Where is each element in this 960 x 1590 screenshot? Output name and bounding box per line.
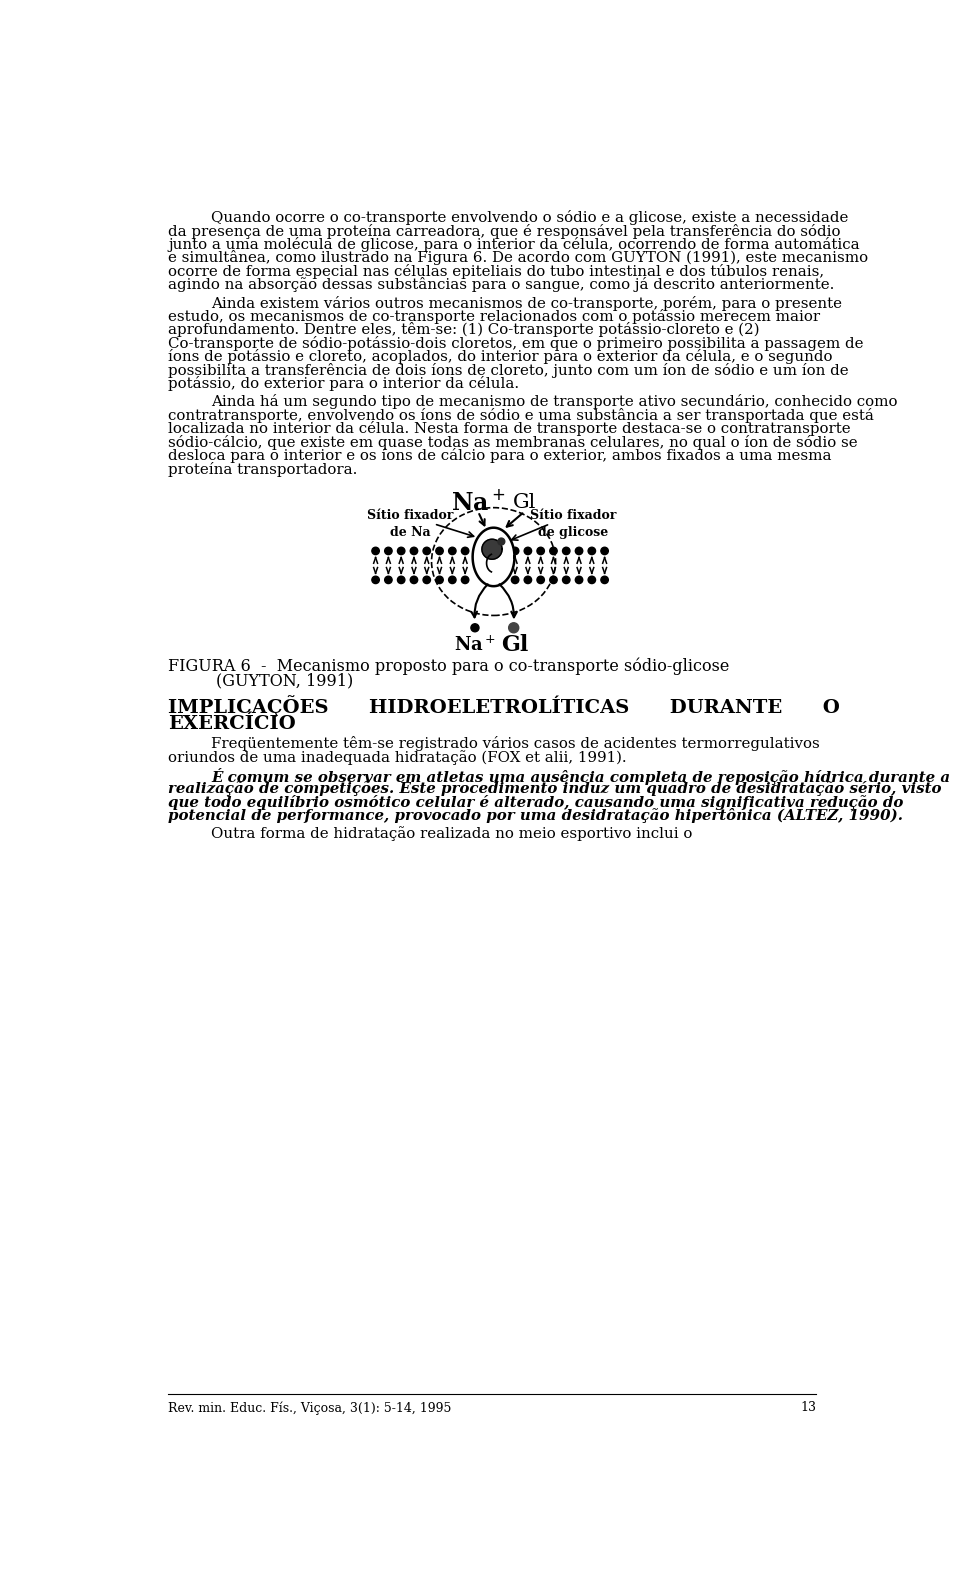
Text: junto a uma molécula de glicose, para o interior da célula, ocorrendo de forma a: junto a uma molécula de glicose, para o … [168,237,859,251]
Circle shape [423,576,430,584]
Text: agindo na absorção dessas substâncias para o sangue, como já descrito anteriorme: agindo na absorção dessas substâncias pa… [168,277,834,293]
Circle shape [372,547,379,555]
Circle shape [462,547,468,555]
Text: possibilita a transferência de dois íons de cloreto, junto com um íon de sódio e: possibilita a transferência de dois íons… [168,363,849,378]
Circle shape [448,576,456,584]
Text: Rev. min. Educ. Fís., Viçosa, 3(1): 5-14, 1995: Rev. min. Educ. Fís., Viçosa, 3(1): 5-14… [168,1401,451,1415]
Circle shape [537,576,544,584]
Text: localizada no interior da célula. Nesta forma de transporte destaca-se o contrat: localizada no interior da célula. Nesta … [168,421,851,436]
Text: Gl: Gl [502,634,529,657]
Circle shape [512,547,518,555]
Circle shape [550,547,557,555]
Circle shape [498,537,505,545]
Text: da presença de uma proteína carreadora, que é responsável pela transferência do : da presença de uma proteína carreadora, … [168,224,841,238]
Circle shape [462,576,468,584]
Text: É comum se observar em atletas uma ausência completa de reposição hídrica durant: É comum se observar em atletas uma ausên… [211,768,950,785]
Text: Ainda existem vários outros mecanismos de co-transporte, porém, para o presente: Ainda existem vários outros mecanismos d… [211,296,842,310]
Polygon shape [472,528,515,587]
Circle shape [397,576,405,584]
Circle shape [537,547,544,555]
Text: Quando ocorre o co-transporte envolvendo o sódio e a glicose, existe a necessida: Quando ocorre o co-transporte envolvendo… [211,210,849,226]
Circle shape [563,576,570,584]
Text: Freqüentemente têm-se registrado vários casos de acidentes termorregulativos: Freqüentemente têm-se registrado vários … [211,736,820,752]
Text: e simultânea, como ilustrado na Figura 6. De acordo com GUYTON (1991), este meca: e simultânea, como ilustrado na Figura 6… [168,251,868,266]
Text: Ainda há um segundo tipo de mecanismo de transporte ativo secundário, conhecido : Ainda há um segundo tipo de mecanismo de… [211,394,898,410]
Circle shape [575,547,583,555]
Text: potássio, do exterior para o interior da célula.: potássio, do exterior para o interior da… [168,377,519,391]
Circle shape [509,623,518,633]
Circle shape [423,547,430,555]
Circle shape [524,547,532,555]
Text: sódio-cálcio, que existe em quase todas as membranas celulares, no qual o íon de: sódio-cálcio, que existe em quase todas … [168,436,857,450]
Text: oriundos de uma inadequada hidratação (FOX et alii, 1991).: oriundos de uma inadequada hidratação (F… [168,750,627,765]
Circle shape [588,547,595,555]
Text: 13: 13 [800,1401,816,1414]
Circle shape [385,547,392,555]
Text: (GUYTON, 1991): (GUYTON, 1991) [216,673,353,690]
Circle shape [385,576,392,584]
Circle shape [563,547,570,555]
Text: Co-transporte de sódio-potássio-dois cloretos, em que o primeiro possibilita a p: Co-transporte de sódio-potássio-dois clo… [168,335,864,351]
Circle shape [601,576,609,584]
Circle shape [512,576,518,584]
Text: proteína transportadora.: proteína transportadora. [168,461,357,477]
Text: íons de potássio e cloreto, acoplados, do interior para o exterior da célula, e : íons de potássio e cloreto, acoplados, d… [168,350,832,364]
Text: realização de competições. Este procedimento induz um quadro de desidratação sér: realização de competições. Este procedim… [168,781,942,797]
Text: contratransporte, envolvendo os íons de sódio e uma substância a ser transportad: contratransporte, envolvendo os íons de … [168,409,874,423]
Text: potencial de performance, provocado por uma desidratação hipertônica (ALTEZ, 199: potencial de performance, provocado por … [168,808,903,824]
Circle shape [372,576,379,584]
Circle shape [550,576,557,584]
Circle shape [575,576,583,584]
Text: que todo equilíbrio osmótico celular é alterado, causando uma significativa redu: que todo equilíbrio osmótico celular é a… [168,795,903,809]
Text: Sítio fixador
de glicose: Sítio fixador de glicose [530,509,616,539]
Circle shape [471,623,479,631]
Text: FIGURA 6  -  Mecanismo proposto para o co-transporte sódio-glicose: FIGURA 6 - Mecanismo proposto para o co-… [168,657,730,674]
Circle shape [448,547,456,555]
Circle shape [436,547,444,555]
Circle shape [410,576,418,584]
Text: estudo, os mecanismos de co-transporte relacionados com o potássio merecem maior: estudo, os mecanismos de co-transporte r… [168,308,820,324]
Circle shape [436,576,444,584]
Text: ocorre de forma especial nas células epiteliais do tubo intestinal e dos túbulos: ocorre de forma especial nas células epi… [168,264,825,278]
Polygon shape [482,539,502,560]
Text: Na$^+$: Na$^+$ [451,490,505,515]
Circle shape [601,547,609,555]
Text: desloca para o interior e os íons de cálcio para o exterior, ambos fixados a uma: desloca para o interior e os íons de cál… [168,448,831,463]
Circle shape [410,547,418,555]
Text: IMPLICAÇÕES      HIDROELETROLÍTICAS      DURANTE      O: IMPLICAÇÕES HIDROELETROLÍTICAS DURANTE O [168,695,840,717]
Text: Sítio fixador
de Na: Sítio fixador de Na [368,509,454,539]
Text: EXERCÍCIO: EXERCÍCIO [168,716,296,733]
Text: aprofundamento. Dentre eles, têm-se: (1) Co-transporte potássio-cloreto e (2): aprofundamento. Dentre eles, têm-se: (1)… [168,323,759,337]
Circle shape [397,547,405,555]
Text: Outra forma de hidratação realizada no meio esportivo inclui o: Outra forma de hidratação realizada no m… [211,827,692,841]
Circle shape [588,576,595,584]
Text: Gl: Gl [513,493,537,512]
Text: Na$^+$: Na$^+$ [454,636,496,655]
Circle shape [524,576,532,584]
